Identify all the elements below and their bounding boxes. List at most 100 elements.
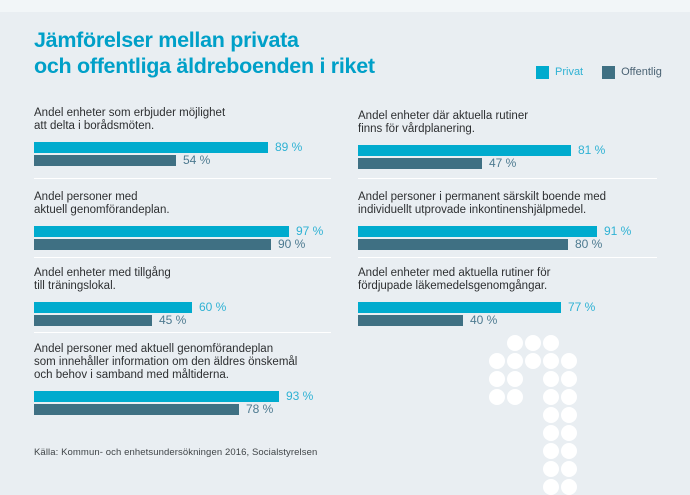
offentlig-bar-value: 47 % <box>489 156 517 170</box>
privat-bar-row: 91 % <box>358 224 657 238</box>
decoration-dot <box>543 407 559 423</box>
legend-item-offentlig: Offentlig <box>602 66 662 79</box>
privat-bar-value: 89 % <box>275 140 303 154</box>
bar-group: 91 % 80 % <box>358 224 657 250</box>
legend: Privat Offentlig <box>536 66 662 79</box>
decoration-dot <box>543 425 559 441</box>
privat-bar <box>358 226 597 237</box>
offentlig-swatch-icon <box>602 66 616 79</box>
source-note: Källa: Kommun- och enhetsundersökningen … <box>34 447 318 458</box>
privat-bar-value: 97 % <box>296 224 324 238</box>
chart-section-label-line: aktuell genomförandeplan. <box>34 204 170 216</box>
privat-bar <box>34 391 279 402</box>
decoration-dot <box>561 461 577 477</box>
privat-bar-row: 60 % <box>34 300 331 314</box>
section-divider <box>358 257 657 258</box>
decoration-dot <box>543 443 559 459</box>
offentlig-bar-row: 80 % <box>358 238 657 250</box>
privat-bar <box>358 145 571 156</box>
chart-section-label: Andel enheter där aktuella rutiner finns … <box>358 110 657 136</box>
offentlig-bar <box>34 239 271 250</box>
chart-section-label: Andel personer med aktuell genomförandepl… <box>34 191 331 217</box>
privat-swatch-icon <box>536 66 549 79</box>
decoration-dot <box>561 389 577 405</box>
section-divider <box>34 178 331 179</box>
chart-section-label: Andel personer i permanent särskilt boen… <box>358 191 657 217</box>
bar-group: 60 % 45 % <box>34 300 331 327</box>
offentlig-bar-row: 78 % <box>34 402 331 416</box>
offentlig-bar-value: 45 % <box>159 313 187 327</box>
decoration-dot <box>561 425 577 441</box>
chart-section-label-line: Andel personer i permanent särskilt boen… <box>358 191 607 203</box>
privat-bar <box>34 302 192 313</box>
decoration-dot <box>543 335 559 351</box>
chart-section: Andel enheter där aktuella rutiner finns … <box>358 110 657 171</box>
offentlig-bar <box>34 155 176 166</box>
decoration-dot <box>507 389 523 405</box>
privat-bar-row: 97 % <box>34 224 331 238</box>
privat-bar-value: 81 % <box>578 143 606 157</box>
decoration-dot <box>561 407 577 423</box>
bar-group: 93 % 78 % <box>34 389 331 416</box>
chart-section-label-line: Andel enheter som erbjuder möjlighet <box>34 107 226 119</box>
privat-bar <box>34 142 268 153</box>
chart-section-label-line: som innehåller information om den äldres… <box>34 356 298 368</box>
chart-section-label: Andel personer med aktuell genomförandep… <box>34 343 331 382</box>
chart-section-label-line: individuellt utprovade inkontinenshjälpm… <box>358 204 587 216</box>
decoration-dot <box>507 335 523 351</box>
chart-section-label-line: Andel enheter där aktuella rutiner <box>358 110 529 122</box>
privat-bar-row: 77 % <box>358 301 657 313</box>
offentlig-bar <box>358 158 482 169</box>
bar-group: 81 % 47 % <box>358 143 657 170</box>
section-divider <box>34 332 331 333</box>
section-divider <box>358 178 657 179</box>
section-divider <box>34 257 331 258</box>
decoration-dot <box>543 371 559 387</box>
chart-section-label-line: fördjupade läkemedelsgenomgångar. <box>358 280 548 292</box>
offentlig-bar-value: 54 % <box>183 153 211 167</box>
offentlig-bar-row: 47 % <box>358 156 657 170</box>
decoration-dot <box>543 389 559 405</box>
chart-section-label: Andel enheter som erbjuder möjlighet att … <box>34 107 331 133</box>
chart-section-label-line: Andel personer med aktuell genomförandep… <box>34 343 274 355</box>
chart-section-label-line: finns för vårdplanering. <box>358 123 475 135</box>
chart-section: Andel personer med aktuell genomförandepl… <box>34 191 331 252</box>
offentlig-bar-row: 54 % <box>34 153 331 167</box>
decoration-dot <box>543 479 559 495</box>
decoration-dot <box>543 353 559 369</box>
offentlig-bar <box>358 239 568 250</box>
chart-section: Andel enheter som erbjuder möjlighet att … <box>34 107 331 168</box>
decoration-dot <box>561 353 577 369</box>
offentlig-bar-row: 45 % <box>34 313 331 327</box>
privat-bar-value: 60 % <box>199 300 227 314</box>
offentlig-bar-value: 78 % <box>246 402 274 416</box>
privat-bar-row: 93 % <box>34 389 331 403</box>
chart-section-label-line: Andel enheter med aktuella rutiner för <box>358 267 551 279</box>
chart-section-label-line: till träningslokal. <box>34 280 116 292</box>
chart-section: Andel personer med aktuell genomförandep… <box>34 343 331 417</box>
bar-group: 89 % 54 % <box>34 140 331 167</box>
offentlig-bar-row: 90 % <box>34 237 331 251</box>
decoration-dot <box>525 335 541 351</box>
decoration-dot <box>561 443 577 459</box>
bar-group: 97 % 90 % <box>34 224 331 251</box>
chart-section: Andel enheter med tillgång till träningsl… <box>34 267 331 328</box>
decoration-dot <box>525 353 541 369</box>
decoration-dot <box>489 353 505 369</box>
page-title-line-1: Jämförelser mellan privata <box>34 28 299 52</box>
offentlig-bar <box>34 404 239 415</box>
privat-bar <box>34 226 289 237</box>
page-title: Jämförelser mellan privata och offentlig… <box>34 27 375 79</box>
chart-section: Andel personer i permanent särskilt boen… <box>358 191 657 252</box>
chart-section-label: Andel enheter med aktuella rutiner för fö… <box>358 267 657 293</box>
decoration-dot <box>561 479 577 495</box>
offentlig-bar-value: 90 % <box>278 237 306 251</box>
privat-bar-value: 91 % <box>604 224 632 238</box>
privat-bar-row: 81 % <box>358 143 657 157</box>
decoration-dot <box>489 371 505 387</box>
page-title-line-2: och offentliga äldreboenden i riket <box>34 54 375 78</box>
privat-bar-value: 93 % <box>286 389 314 403</box>
chart-section: Andel enheter med aktuella rutiner för fö… <box>358 267 657 328</box>
chart-section-label-line: Andel enheter med tillgång <box>34 267 171 279</box>
legend-label: Offentlig <box>621 66 662 78</box>
